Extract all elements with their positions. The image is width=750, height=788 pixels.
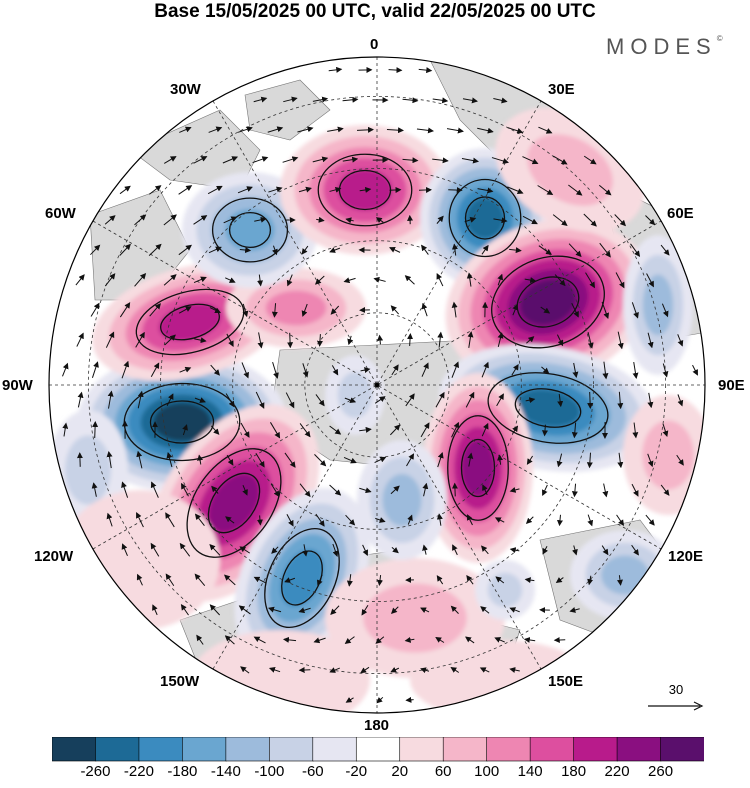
reference-arrow-icon [646, 682, 706, 712]
negative-anomaly [225, 209, 274, 251]
reference-vector: 30 [646, 682, 706, 712]
colorbar-bin [182, 737, 226, 761]
lon-label-0: 0 [370, 37, 378, 53]
colorbar-tick-label: 260 [648, 763, 673, 780]
colorbar-tick-label: -60 [302, 763, 324, 780]
colorbar: -260 -220 -180 -140 -100 -60 -20 20 60 100 140 180 2… [52, 737, 704, 783]
colorbar-tick-label: -260 [80, 763, 110, 780]
lon-label-150e: 150E [548, 674, 583, 690]
lon-label-30w: 30W [170, 82, 201, 98]
colorbar-tick-label: 140 [518, 763, 543, 780]
colorbar-tick-label: 60 [435, 763, 452, 780]
wind-arrow [455, 484, 456, 497]
colorbar-bin [530, 737, 574, 761]
pole-marker [375, 383, 380, 388]
colorbar-tick-label: -140 [211, 763, 241, 780]
lon-label-180: 180 [364, 718, 389, 734]
wind-arrow [390, 190, 401, 191]
colorbar-tick-label: -180 [167, 763, 197, 780]
colorbar-tick-label: -220 [124, 763, 154, 780]
wind-arrow [389, 70, 402, 71]
colorbar-tick-label: -100 [254, 763, 284, 780]
colorbar-bin [661, 737, 704, 761]
colorbar-bin [400, 737, 444, 761]
wind-arrow [290, 333, 291, 347]
colorbar-ticks: -260 -220 -180 -140 -100 -60 -20 20 60 100 140 180 2… [52, 763, 704, 783]
lon-label-120e: 120E [668, 549, 703, 565]
negative-anomaly [65, 436, 111, 505]
colorbar-tick-label: 20 [391, 763, 408, 780]
colorbar-tick-label: -20 [345, 763, 367, 780]
negative-anomaly [383, 474, 422, 526]
colorbar-tick-label: 220 [605, 763, 630, 780]
colorbar-bins [52, 737, 704, 763]
negative-anomaly [338, 372, 373, 418]
lon-label-30e: 30E [548, 82, 575, 98]
colorbar-bin [139, 737, 183, 761]
colorbar-bin [226, 737, 270, 761]
lon-label-60w: 60W [45, 206, 76, 222]
colorbar-bin [443, 737, 487, 761]
lon-label-90e: 90E [718, 378, 745, 394]
colorbar-bin [617, 737, 661, 761]
colorbar-bin [95, 737, 139, 761]
negative-anomaly [601, 556, 649, 595]
colorbar-tick-label: 100 [474, 763, 499, 780]
positive-anomaly [642, 421, 694, 490]
wind-arrow [406, 700, 413, 701]
positive-anomaly [363, 584, 467, 653]
colorbar-bin [313, 737, 357, 761]
colorbar-bin [574, 737, 618, 761]
colorbar-tick-label: 180 [561, 763, 586, 780]
colorbar-bin [52, 737, 96, 761]
colorbar-bin [487, 737, 531, 761]
colorbar-bin [356, 737, 400, 761]
negative-anomaly [643, 275, 673, 336]
lon-label-90w: 90W [2, 378, 33, 394]
positive-anomaly [60, 490, 220, 630]
lon-label-60e: 60E [667, 206, 694, 222]
negative-anomaly [466, 198, 504, 239]
wind-arrow [555, 640, 565, 641]
negative-anomaly [488, 573, 523, 608]
lon-label-150w: 150W [160, 674, 199, 690]
wind-arrow [95, 422, 96, 438]
positive-anomaly [190, 630, 370, 730]
positive-anomaly [462, 440, 494, 495]
wind-arrow [590, 392, 591, 408]
colorbar-bin [269, 737, 313, 761]
lon-label-120w: 120W [34, 549, 73, 565]
